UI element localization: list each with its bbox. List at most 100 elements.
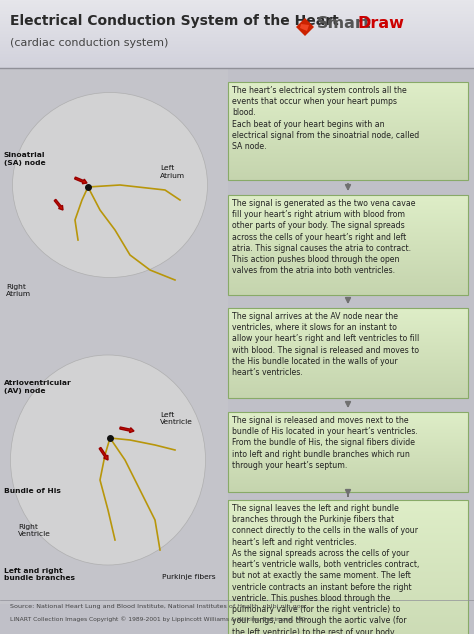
Bar [228, 269, 468, 270]
Bar [228, 232, 468, 233]
Bar [228, 365, 468, 366]
Bar [228, 601, 468, 602]
Bar [228, 453, 468, 454]
Bar [0, 34, 474, 35]
Bar [228, 591, 468, 592]
Bar [228, 93, 468, 94]
Bar [228, 441, 468, 442]
Bar [228, 421, 468, 422]
Bar [228, 124, 468, 125]
Bar [228, 357, 468, 358]
Bar [228, 197, 468, 198]
Bar [228, 546, 468, 547]
Bar [228, 133, 468, 134]
Bar [228, 531, 468, 532]
Bar [228, 211, 468, 212]
Bar [228, 389, 468, 390]
Bar [228, 350, 468, 351]
Bar [228, 315, 468, 316]
Bar [228, 148, 468, 149]
Bar [228, 352, 468, 353]
Bar [228, 611, 468, 612]
Bar [228, 326, 468, 327]
Bar [228, 130, 468, 131]
Bar [228, 123, 468, 124]
Bar [228, 474, 468, 475]
Bar [228, 274, 468, 275]
Text: Sinoatrial
(SA) node: Sinoatrial (SA) node [4, 152, 46, 165]
Bar [228, 345, 468, 346]
Bar [228, 110, 468, 111]
Bar [228, 469, 468, 470]
Bar [228, 102, 468, 103]
Bar [228, 291, 468, 292]
Bar [228, 311, 468, 312]
Bar [228, 614, 468, 615]
Bar [228, 378, 468, 379]
Bar [228, 438, 468, 439]
Bar [228, 249, 468, 250]
Bar [228, 92, 468, 93]
Bar [0, 68, 228, 604]
Bar [228, 443, 468, 444]
Bar [228, 515, 468, 516]
Bar [228, 505, 468, 506]
Bar [228, 363, 468, 364]
Bar [228, 472, 468, 473]
Bar [228, 137, 468, 138]
Bar [228, 218, 468, 219]
Bar [228, 117, 468, 118]
Bar [228, 242, 468, 243]
Bar [0, 29, 474, 30]
Bar [228, 585, 468, 586]
Text: LINART Collection Images Copyright © 1989-2001 by Lippincott Williams & Wilkins,: LINART Collection Images Copyright © 198… [10, 616, 306, 622]
Bar [228, 86, 468, 87]
Bar [228, 375, 468, 376]
Bar [228, 490, 468, 491]
Bar [228, 325, 468, 326]
Bar [228, 550, 468, 551]
Bar [228, 199, 468, 200]
Text: Right
Atrium: Right Atrium [6, 284, 31, 297]
Bar [228, 573, 468, 574]
Bar [228, 547, 468, 548]
Bar [228, 567, 468, 568]
Bar [228, 88, 468, 89]
Bar [228, 112, 468, 113]
Bar [228, 360, 468, 361]
Bar [0, 23, 474, 24]
Bar [0, 36, 474, 37]
FancyArrow shape [54, 199, 63, 210]
Bar [228, 620, 468, 621]
Bar [228, 615, 468, 616]
Bar [0, 6, 474, 7]
Text: Electrical Conduction System of the Heart: Electrical Conduction System of the Hear… [10, 14, 339, 28]
Bar [228, 467, 468, 468]
Bar [228, 383, 468, 384]
Bar [228, 168, 468, 169]
Bar [228, 483, 468, 484]
Bar [228, 580, 468, 581]
Bar [228, 277, 468, 278]
Bar [228, 587, 468, 588]
Bar [228, 419, 468, 420]
Bar [0, 14, 474, 15]
Bar [228, 308, 468, 309]
Bar [228, 292, 468, 293]
Bar [228, 510, 468, 511]
Bar [228, 523, 468, 524]
Bar [228, 455, 468, 456]
Bar [228, 432, 468, 433]
Bar [228, 471, 468, 472]
Bar [228, 517, 468, 518]
Bar [228, 210, 468, 211]
Bar [0, 30, 474, 31]
Bar [228, 582, 468, 583]
Bar [228, 532, 468, 533]
Bar [228, 313, 468, 314]
Polygon shape [296, 18, 314, 36]
Bar [228, 569, 468, 570]
Bar [228, 458, 468, 459]
Bar [0, 48, 474, 49]
Bar [228, 482, 468, 483]
